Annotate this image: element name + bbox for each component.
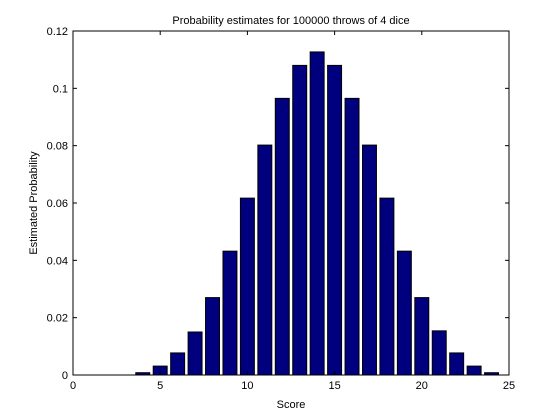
x-tick-label: 20 bbox=[416, 380, 428, 392]
bar-score-8 bbox=[205, 297, 220, 376]
x-tick-label: 10 bbox=[241, 380, 253, 392]
bar-score-7 bbox=[187, 331, 203, 376]
y-tick-label: 0.08 bbox=[47, 141, 68, 153]
bar-score-10 bbox=[239, 197, 255, 376]
x-tick-label: 5 bbox=[157, 380, 163, 392]
bar-score-20 bbox=[414, 297, 430, 376]
bar-score-15 bbox=[327, 64, 343, 376]
bar-score-22 bbox=[449, 352, 465, 376]
x-axis-label: Score bbox=[277, 399, 306, 411]
bar-score-16 bbox=[344, 97, 360, 376]
x-tick-label: 25 bbox=[503, 380, 515, 392]
bars-group bbox=[135, 51, 500, 376]
bar-score-13 bbox=[292, 64, 308, 376]
y-axis-label: Estimated Probability bbox=[28, 151, 40, 255]
bar-score-19 bbox=[396, 250, 412, 376]
bar-score-18 bbox=[379, 197, 395, 376]
x-tick-label: 0 bbox=[70, 380, 76, 392]
bar-score-17 bbox=[362, 144, 377, 376]
y-tick-label: 0.02 bbox=[47, 313, 68, 325]
y-tick-label: 0 bbox=[62, 370, 68, 382]
chart-title: Probability estimates for 100000 throws … bbox=[172, 15, 409, 27]
y-tick-label: 0.06 bbox=[47, 198, 68, 210]
y-tick-label: 0.04 bbox=[47, 255, 68, 267]
plot-frame bbox=[72, 30, 510, 376]
bar-score-23 bbox=[466, 365, 482, 376]
bar-score-12 bbox=[274, 97, 290, 376]
x-tick-label: 15 bbox=[328, 380, 340, 392]
bar-score-21 bbox=[431, 330, 447, 376]
bar-score-11 bbox=[257, 144, 273, 376]
bar-score-14 bbox=[309, 51, 325, 376]
bar-score-6 bbox=[170, 352, 186, 376]
y-tick-label: 0.12 bbox=[47, 26, 68, 38]
bar-score-9 bbox=[222, 250, 238, 376]
plot-area bbox=[73, 31, 509, 375]
y-tick-label: 0.1 bbox=[53, 83, 68, 95]
